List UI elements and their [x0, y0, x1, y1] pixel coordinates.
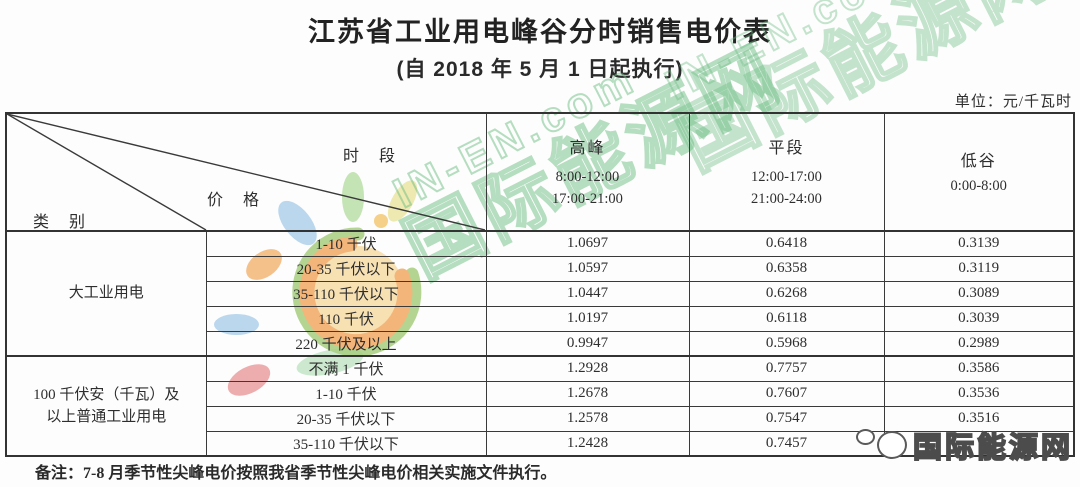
price-cell: 1.2928 — [485, 355, 690, 382]
category-line: 100 千伏安（千瓦）及 — [33, 386, 180, 403]
column-name: 低谷 — [960, 152, 997, 170]
price-cell: 1.0597 — [485, 255, 690, 282]
corner-price-label: 价 格 — [207, 192, 268, 209]
price-cell: 0.3139 — [883, 230, 1075, 257]
price-table: 时 段 价 格 类 别 高峰 8:00-12:00 17:00-21:00 平段… — [5, 112, 1075, 457]
price-cell: 0.7757 — [688, 355, 885, 382]
site-logo: 国际能源网 — [856, 424, 1073, 466]
price-cell: 0.5968 — [688, 330, 885, 357]
time-range: 0:00-8:00 — [950, 177, 1007, 194]
price-cell: 0.2989 — [883, 330, 1075, 357]
price-cell: 1.0697 — [485, 230, 690, 257]
column-header-flat: 平段 12:00-17:00 21:00-24:00 — [688, 112, 885, 232]
voltage-cell: 110 千伏 — [205, 305, 487, 332]
column-times: 8:00-12:00 17:00-21:00 — [487, 166, 689, 211]
price-cell: 1.2428 — [485, 430, 690, 457]
footnote: 备注：7-8 月季节性尖峰电价按照我省季节性尖峰电价相关实施文件执行。 — [35, 465, 557, 482]
column-name: 高峰 — [569, 139, 606, 157]
price-cell: 0.6118 — [688, 305, 885, 332]
price-cell: 0.7547 — [688, 405, 885, 432]
speech-bubble-icon — [856, 429, 875, 445]
time-range: 21:00-24:00 — [751, 191, 822, 207]
voltage-cell: 不满 1 千伏 — [205, 355, 487, 382]
column-name: 平段 — [768, 139, 805, 157]
category-line: 以上普通工业用电 — [46, 409, 167, 425]
price-cell: 0.3089 — [883, 280, 1075, 307]
voltage-cell: 1-10 千伏 — [205, 380, 487, 407]
category-cell: 100 千伏安（千瓦）及 以上普通工业用电 — [5, 355, 207, 457]
site-logo-text: 国际能源网 — [912, 431, 1074, 465]
price-cell: 1.0447 — [485, 280, 690, 307]
price-cell — [883, 430, 1075, 457]
table-row: 35-110 千伏以下 1.2428 0.7457 — [6, 430, 1075, 457]
header-row: 时 段 价 格 类 别 高峰 8:00-12:00 17:00-21:00 平段… — [5, 112, 1075, 232]
voltage-cell: 1-10 千伏 — [205, 230, 487, 257]
column-times: 0:00-8:00 — [885, 175, 1074, 197]
voltage-cell: 20-35 千伏以下 — [205, 255, 487, 282]
price-cell: 0.3536 — [883, 380, 1075, 407]
voltage-cell: 220 千伏及以上 — [205, 330, 487, 357]
voltage-cell: 35-110 千伏以下 — [205, 430, 487, 457]
time-range: 8:00-12:00 — [555, 168, 620, 185]
price-cell: 0.6358 — [688, 255, 885, 282]
category-cell: 大工业用电 — [5, 230, 207, 357]
table-row: 100 千伏安（千瓦）及 以上普通工业用电 不满 1 千伏 1.2928 0.7757 0… — [5, 355, 1075, 457]
price-cell: 0.3039 — [883, 305, 1075, 332]
time-range: 17:00-21:00 — [552, 191, 623, 207]
price-cell: 0.3119 — [883, 255, 1075, 282]
price-cell: 1.2678 — [485, 380, 690, 407]
column-header-valley: 低谷 0:00-8:00 — [883, 112, 1075, 232]
time-range: 12:00-17:00 — [751, 168, 822, 185]
price-cell: 0.7457 — [688, 430, 885, 457]
price-cell: 0.7607 — [688, 380, 885, 407]
price-cell: 0.3586 — [883, 355, 1075, 382]
price-cell: 1.2578 — [485, 405, 690, 432]
column-times: 12:00-17:00 21:00-24:00 — [690, 166, 884, 211]
page-subtitle: (自 2018 年 5 月 1 日起执行) — [396, 58, 684, 81]
face-bubble-icon — [877, 431, 907, 459]
category-line: 大工业用电 — [68, 285, 144, 302]
column-header-peak: 高峰 8:00-12:00 17:00-21:00 — [485, 112, 690, 232]
voltage-cell: 35-110 千伏以下 — [205, 280, 487, 307]
corner-category-label: 类 别 — [33, 214, 94, 231]
price-table-body: 大工业用电 1-10 千伏 1.0697 0.6418 0.3139 20-35 千伏以下… — [5, 230, 1075, 457]
table-row: 大工业用电 1-10 千伏 1.0697 0.6418 0.3139 — [5, 230, 1075, 357]
diagonal-corner-cell: 时 段 价 格 类 别 — [5, 112, 487, 232]
price-cell: 0.6268 — [688, 280, 885, 307]
unit-label: 单位：元/千瓦时 — [954, 94, 1072, 110]
price-cell: 0.6418 — [688, 230, 885, 257]
corner-time-label: 时 段 — [343, 148, 404, 165]
price-cell: 0.9947 — [485, 330, 690, 357]
voltage-cell: 20-35 千伏以下 — [205, 405, 487, 432]
price-cell: 1.0197 — [485, 305, 690, 332]
page-title: 江苏省工业用电峰谷分时销售电价表 — [308, 17, 772, 47]
